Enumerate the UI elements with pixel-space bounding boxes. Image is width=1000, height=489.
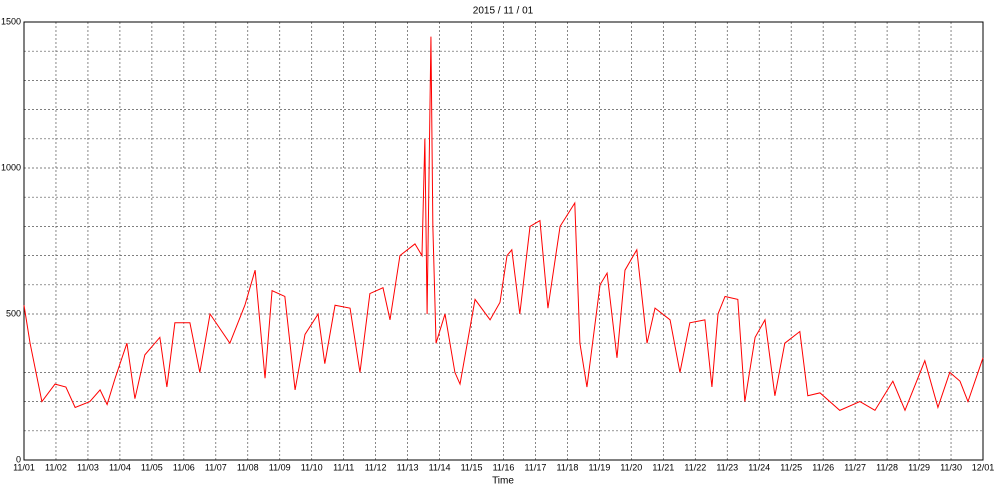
x-tick-label: 11/22 [684, 462, 706, 472]
x-tick-label: 11/27 [844, 462, 866, 472]
y-tick-label: 1500 [1, 16, 21, 26]
x-tick-label: 11/06 [173, 462, 195, 472]
x-tick-label: 11/07 [205, 462, 227, 472]
x-tick-label: 11/02 [45, 462, 67, 472]
x-tick-label: 11/29 [908, 462, 930, 472]
x-tick-label: 11/09 [269, 462, 291, 472]
x-tick-label: 12/01 [972, 462, 995, 472]
x-tick-label: 11/28 [876, 462, 898, 472]
x-tick-label: 11/12 [365, 462, 387, 472]
y-tick-label: 500 [6, 308, 21, 318]
x-tick-label: 11/16 [493, 462, 515, 472]
chart-title: 2015 / 11 / 01 [473, 6, 534, 17]
x-tick-label: 11/05 [141, 462, 163, 472]
x-tick-label: 11/04 [109, 462, 131, 472]
x-tick-label: 11/08 [237, 462, 259, 472]
x-tick-label: 11/13 [397, 462, 419, 472]
plot-frame [23, 21, 984, 461]
x-tick-label: 11/03 [77, 462, 99, 472]
x-tick-label: 11/23 [716, 462, 738, 472]
x-tick-label: 11/24 [748, 462, 770, 472]
x-tick-label: 11/21 [652, 462, 674, 472]
x-tick-label: 11/10 [301, 462, 323, 472]
x-tick-label: 11/25 [780, 462, 802, 472]
data-line [23, 36, 984, 412]
x-tick-label: 11/19 [588, 462, 610, 472]
x-tick-label: 11/26 [812, 462, 834, 472]
x-tick-label: 11/17 [525, 462, 547, 472]
x-tick-label: 11/14 [429, 462, 451, 472]
y-tick-label: 0 [16, 454, 21, 464]
x-tick-label: 11/18 [557, 462, 579, 472]
x-tick-label: 11/15 [461, 462, 483, 472]
x-tick-label: 11/20 [620, 462, 642, 472]
x-axis-label: Time [492, 476, 514, 487]
y-tick-label: 1000 [1, 162, 21, 172]
x-tick-label: 11/11 [333, 462, 354, 472]
x-tick-label: 11/30 [940, 462, 962, 472]
x-tick-label: 11/01 [13, 462, 35, 472]
